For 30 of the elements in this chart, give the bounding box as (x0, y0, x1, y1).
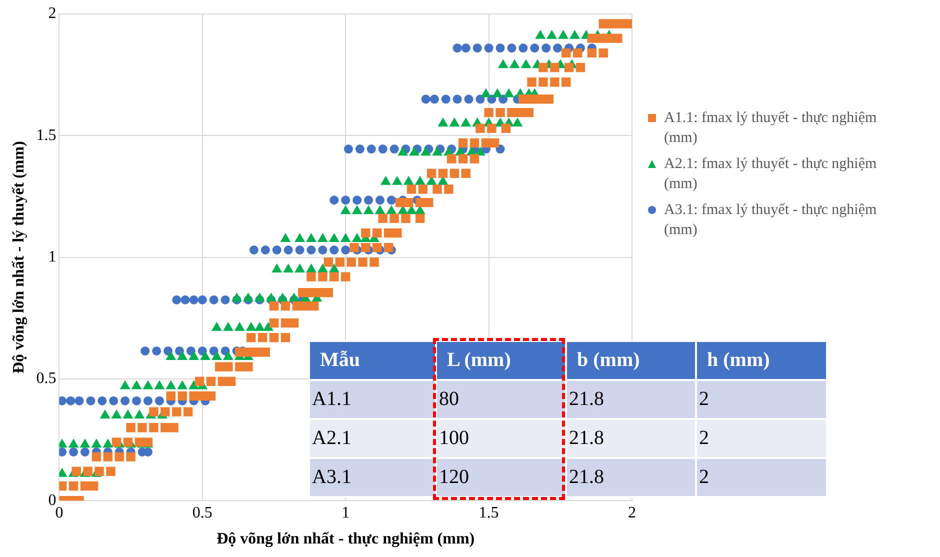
annotation: b (mm) (566, 341, 696, 380)
x-tick-label: 1 (342, 504, 350, 522)
y-tick-label: 2 (48, 5, 56, 22)
annotation: Mẫu (309, 341, 436, 380)
annotation: A1.1 (309, 380, 436, 419)
y-tick-label: 0 (48, 492, 56, 509)
annotation: L (mm) (436, 341, 566, 380)
x-tick-label: 2 (628, 504, 636, 522)
text: 2 (699, 388, 709, 410)
x-tick-label: 0.5 (192, 504, 212, 522)
legend-label: A1.1: fmax lý thuyết - thực nghiệm (mm) (664, 110, 877, 146)
annotation: 21.8 (566, 458, 696, 497)
text: 2 (699, 466, 709, 488)
annotation: 80 (436, 380, 566, 419)
y-tick-label: 1 (48, 248, 56, 266)
text: h (mm) (707, 349, 770, 371)
legend-label: A2.1: fmax lý thuyết - thực nghiệm (mm) (664, 156, 877, 192)
x-tick-label: 1.5 (478, 504, 499, 522)
annotation: A2.1 (309, 419, 436, 458)
y-tick-label: 1.5 (36, 126, 56, 144)
text: 2 (699, 427, 709, 449)
legend-label: A3.1: fmax lý thuyết - thực nghiệm (mm) (664, 202, 877, 238)
annotation: 100 (436, 419, 566, 458)
y-axis-title: Độ võng lớn nhất - lý thuyết (mm) (10, 141, 28, 374)
annotation: A3.1 (309, 458, 436, 497)
annotation: 21.8 (566, 380, 696, 419)
x-axis-title: Độ võng lớn nhất - thực nghiệm (mm) (216, 530, 475, 548)
annotation: 120 (436, 458, 566, 497)
y-tick-label: 0.5 (36, 370, 56, 388)
annotation: 21.8 (566, 419, 696, 458)
